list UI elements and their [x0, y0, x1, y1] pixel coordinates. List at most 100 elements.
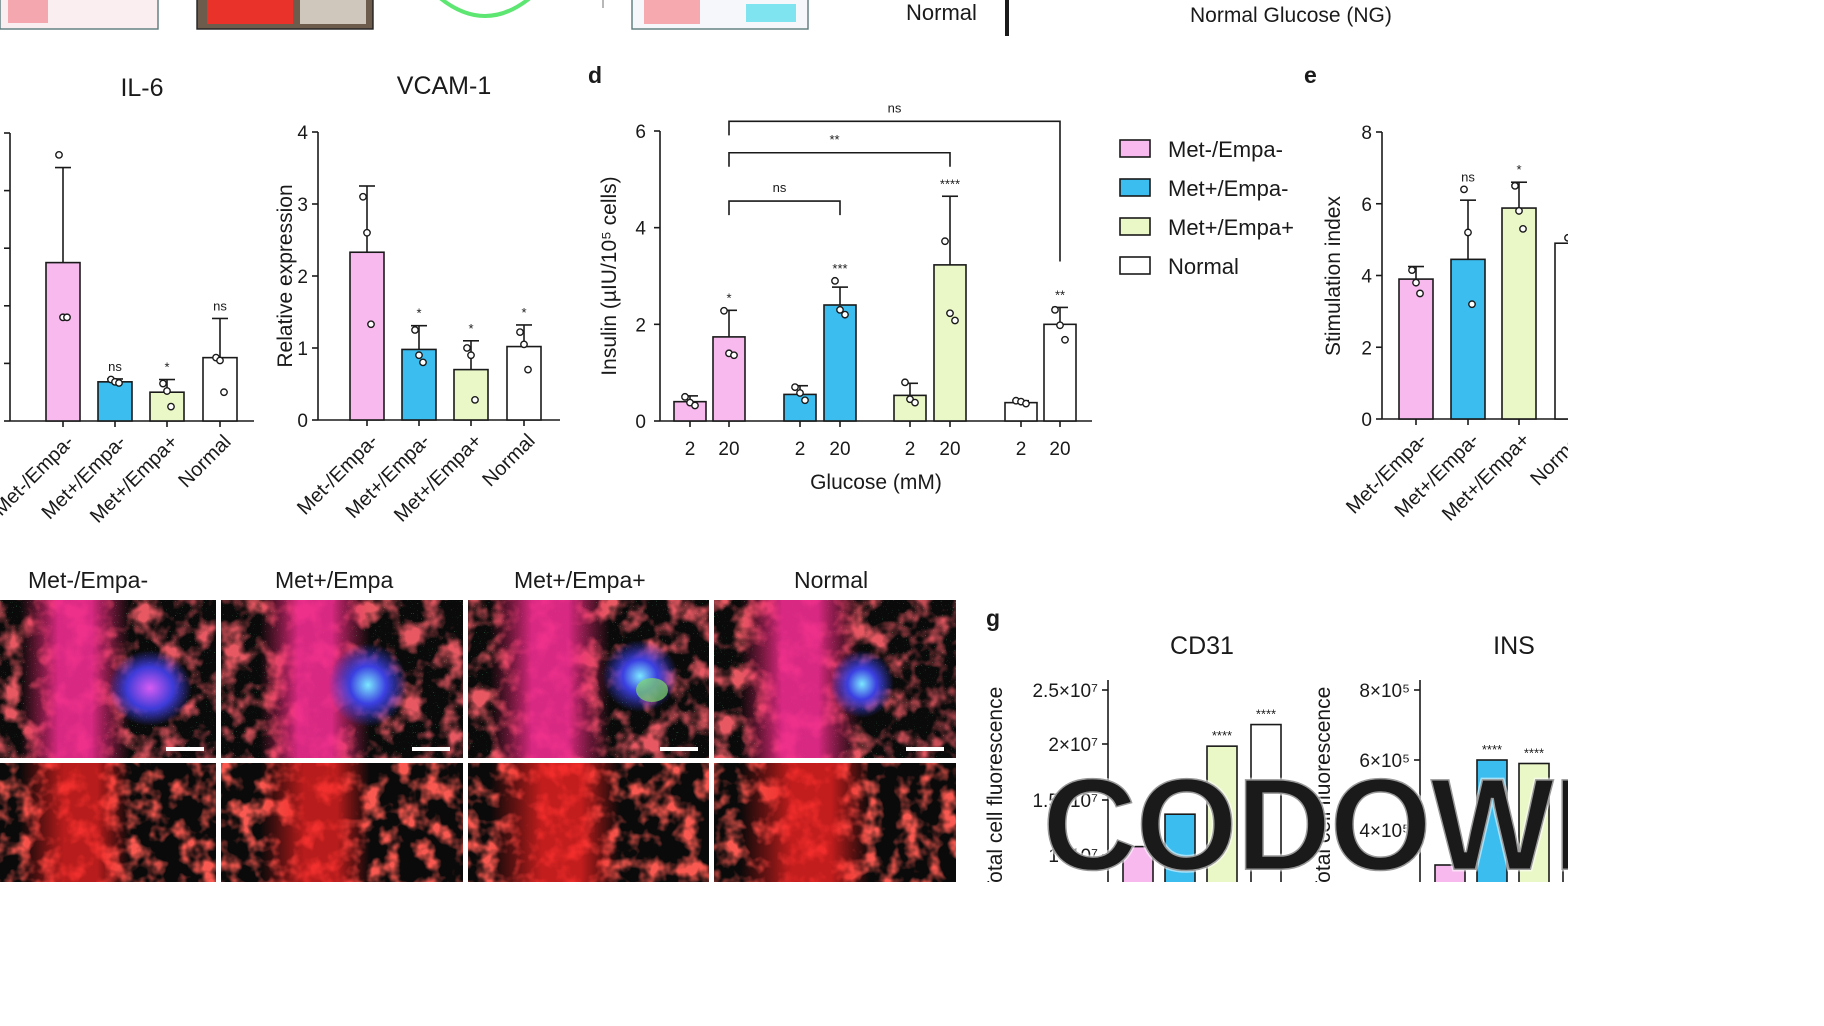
x-tick-label: 20 [939, 439, 960, 460]
y-tick-label: 4 [635, 219, 646, 240]
category-label: Normal [174, 431, 235, 492]
y-tick-label: 8 [1361, 123, 1372, 144]
bar [933, 264, 967, 422]
y-tick-label: 4 [297, 123, 308, 144]
data-point [1564, 233, 1568, 242]
y-tick-label: 4×10⁵ [1359, 821, 1410, 842]
x-tick-label: 2 [795, 439, 806, 460]
thumbnail-4-red [644, 0, 700, 24]
legend-swatch-normal [1119, 256, 1151, 275]
significance-label: **** [1482, 742, 1502, 757]
data-point [730, 351, 738, 360]
micrograph-red-3 [468, 763, 709, 882]
watermark-logo: CODOWL [1042, 751, 1568, 882]
data-point [791, 383, 799, 392]
thumbnail-1-fill [8, 0, 48, 23]
bar [1450, 258, 1486, 420]
chart-title: INS [1493, 632, 1535, 660]
y-tick-label: 2 [1361, 338, 1372, 359]
micrograph-merged-3 [468, 600, 709, 758]
significance-label: * [164, 360, 169, 375]
bar [149, 391, 185, 422]
data-point [831, 276, 839, 285]
y-tick-label: 1.5×10⁷ [1032, 791, 1098, 812]
micrograph-merged-1 [0, 600, 216, 758]
x-axis-label: Glucose (mM) [810, 471, 942, 494]
data-point [1022, 399, 1030, 408]
data-point [163, 387, 171, 395]
image-caption: Normal [794, 567, 868, 593]
ng-label: Normal Glucose (NG) [1190, 4, 1392, 27]
figure: Normal Normal Glucose (NG) d e g 012345I… [0, 0, 1568, 882]
bar [823, 304, 857, 422]
data-point [367, 320, 375, 329]
legend-label: Met+/Empa- [1168, 176, 1288, 201]
bar [1250, 723, 1282, 882]
data-point [524, 365, 532, 374]
bracket-label: ns [773, 180, 787, 195]
significance-label: *** [832, 261, 847, 276]
bar [349, 251, 385, 421]
bracket-label: ns [888, 100, 902, 115]
bar [1398, 278, 1434, 420]
bar [45, 261, 81, 422]
data-point [941, 237, 949, 246]
y-tick-label: 6 [635, 122, 646, 143]
legend-label: Met-/Empa- [1168, 137, 1283, 162]
significance-bracket [728, 151, 951, 167]
thumbnail-2-red [207, 0, 293, 24]
chart-title: CD31 [1170, 632, 1234, 660]
legend: Met-/Empa- Met+/Empa- Met+/Empa+ Normal [1119, 137, 1294, 279]
bar [1164, 813, 1196, 882]
data-point [220, 388, 228, 397]
y-tick-label: 2×10⁷ [1048, 735, 1098, 756]
data-point [115, 379, 123, 387]
data-point [720, 306, 728, 315]
y-tick-label: 2.5×10⁷ [1032, 681, 1098, 702]
significance-bracket [728, 120, 1061, 262]
y-tick-label: 0 [297, 411, 308, 432]
bar [1434, 864, 1466, 882]
micrograph-merged-2 [221, 600, 463, 758]
data-point [1051, 305, 1059, 314]
data-point [1056, 321, 1064, 330]
microscopy-panel: Met-/Empa- Met+/Empa Met+/Empa+ Normal [0, 567, 956, 882]
significance-label: **** [1212, 728, 1232, 743]
significance-label: ** [1055, 287, 1065, 302]
bar [202, 356, 238, 422]
data-point [681, 392, 689, 401]
data-point [1061, 335, 1069, 344]
legend-swatch-met-pos-empa-neg [1119, 178, 1151, 197]
data-point [516, 328, 524, 337]
y-tick-label: 6 [1361, 195, 1372, 216]
data-point [411, 326, 419, 334]
data-point [159, 379, 167, 388]
data-point [1519, 224, 1527, 233]
y-tick-label: 2 [635, 315, 646, 336]
bar [1043, 323, 1077, 422]
data-point [419, 358, 427, 367]
legend-label: Normal [1168, 254, 1239, 279]
top-strip: Normal Normal Glucose (NG) [0, 0, 1392, 36]
legend-swatch-met-pos-empa-pos [1119, 217, 1151, 236]
bar [893, 394, 927, 422]
chart-cd31: CD31 Total cell fluorescence 1×10⁷ 1.5×10⁷ 2… [984, 632, 1282, 882]
y-tick-label: 8×10⁵ [1359, 681, 1410, 702]
y-tick-label: 4 [1361, 267, 1372, 288]
data-point [520, 340, 528, 349]
significance-label: ns [1461, 169, 1475, 184]
y-axis-label: Total cell fluorescence [1312, 687, 1335, 882]
data-point [801, 396, 809, 405]
data-point [946, 309, 954, 318]
bar [1476, 759, 1508, 882]
y-tick-label: 2 [297, 267, 308, 288]
chart-ins: INS Total cell fluorescence 4×10⁵ 6×10⁵ 8×10… [1312, 632, 1568, 882]
significance-label: * [1516, 162, 1521, 177]
bar [453, 368, 489, 421]
thumbnail-4-cyan [746, 4, 796, 22]
legend-swatch-met-neg-empa-neg [1119, 139, 1151, 158]
panel-label-e: e [1304, 62, 1317, 88]
significance-label: **** [940, 176, 960, 191]
significance-label: * [468, 321, 473, 336]
